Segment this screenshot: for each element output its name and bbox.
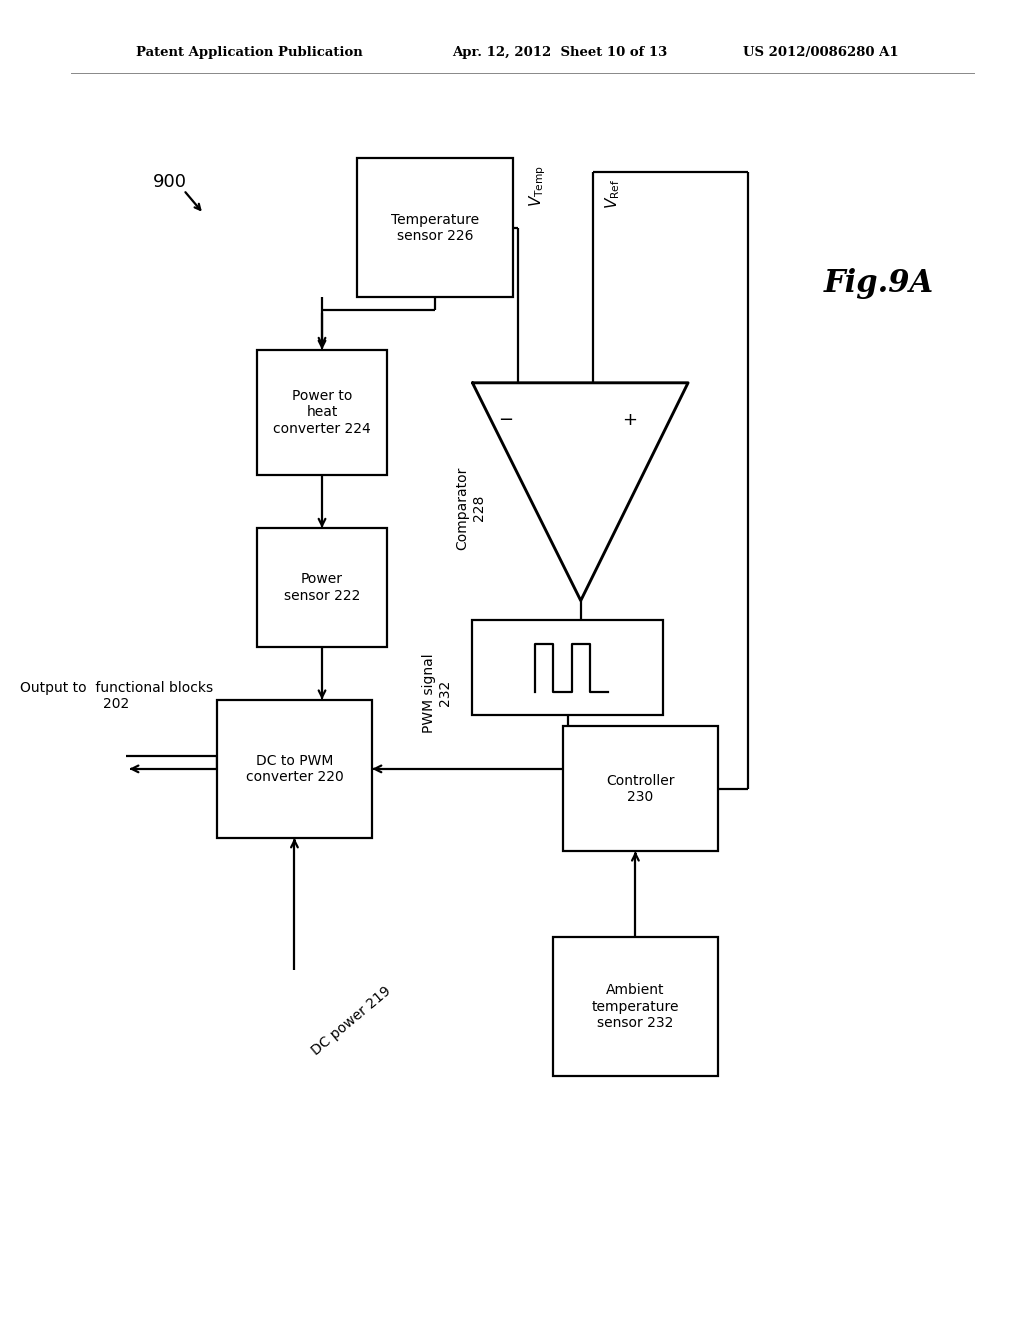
Text: US 2012/0086280 A1: US 2012/0086280 A1 — [743, 46, 899, 59]
FancyBboxPatch shape — [472, 620, 663, 715]
FancyBboxPatch shape — [217, 700, 372, 838]
Text: Power to
heat
converter 224: Power to heat converter 224 — [273, 389, 371, 436]
Text: Ambient
temperature
sensor 232: Ambient temperature sensor 232 — [592, 983, 679, 1030]
Text: 900: 900 — [153, 173, 186, 191]
Text: Comparator
228: Comparator 228 — [456, 466, 485, 550]
Text: Apr. 12, 2012  Sheet 10 of 13: Apr. 12, 2012 Sheet 10 of 13 — [453, 46, 668, 59]
FancyBboxPatch shape — [257, 528, 387, 647]
Text: Power
sensor 222: Power sensor 222 — [284, 573, 360, 602]
Text: $V_{\mathrm{Temp}}$: $V_{\mathrm{Temp}}$ — [527, 165, 548, 207]
FancyBboxPatch shape — [553, 937, 718, 1076]
FancyBboxPatch shape — [357, 158, 513, 297]
Text: DC to PWM
converter 220: DC to PWM converter 220 — [246, 754, 343, 784]
Text: Controller
230: Controller 230 — [606, 774, 675, 804]
Text: Output to  functional blocks
202: Output to functional blocks 202 — [19, 681, 213, 711]
FancyBboxPatch shape — [257, 350, 387, 475]
Text: −: − — [498, 411, 513, 429]
Text: DC power 219: DC power 219 — [309, 983, 394, 1057]
Text: Temperature
sensor 226: Temperature sensor 226 — [391, 213, 479, 243]
Text: Patent Application Publication: Patent Application Publication — [136, 46, 364, 59]
FancyBboxPatch shape — [563, 726, 718, 851]
Text: PWM signal
232: PWM signal 232 — [422, 653, 453, 733]
Text: +: + — [623, 411, 637, 429]
Text: $V_{\mathrm{Ref}}$: $V_{\mathrm{Ref}}$ — [603, 178, 622, 209]
Text: Fig.9A: Fig.9A — [823, 268, 934, 300]
